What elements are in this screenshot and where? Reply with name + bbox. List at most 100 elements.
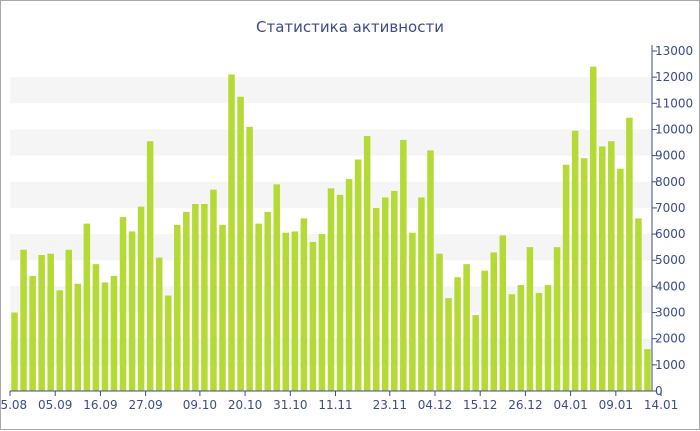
bar (354, 159, 362, 391)
bar (490, 252, 498, 391)
bar (174, 224, 181, 391)
bar (372, 207, 380, 391)
y-tick-label: 2000 (655, 332, 686, 346)
y-tick-label: 13000 (655, 44, 693, 58)
y-tick-label: 3000 (655, 306, 686, 320)
bar (409, 232, 416, 391)
grid-band (10, 129, 652, 156)
bar (228, 74, 235, 391)
bar (201, 204, 208, 391)
x-tick-label: 27.09 (128, 398, 162, 412)
bar (336, 194, 344, 391)
y-tick-label: 10000 (655, 122, 693, 136)
bar (264, 211, 271, 391)
x-tick-label: 14.01 (644, 398, 678, 412)
bar (345, 179, 353, 391)
bar (562, 164, 570, 391)
bar (454, 277, 461, 391)
axes (9, 45, 662, 396)
bar (146, 141, 154, 391)
bar (418, 197, 425, 391)
bar (617, 168, 624, 391)
bar (571, 130, 579, 391)
bar (526, 247, 534, 391)
bar (210, 189, 217, 391)
bar (219, 224, 226, 391)
bar (155, 257, 163, 391)
x-tick-label: 20.10 (228, 398, 262, 412)
y-tick-label: 12000 (655, 70, 693, 84)
bar (282, 232, 290, 391)
x-tick-label: 26.12 (508, 398, 542, 412)
bar (535, 292, 543, 391)
x-tick-label: 09.01 (599, 398, 633, 412)
bar (101, 282, 109, 391)
y-tick-labels: 0 1000 2000 3000 4000 5000 6000 7000 8000 9000 100… (655, 44, 693, 398)
bar (327, 188, 335, 391)
y-tick-label: 4000 (655, 279, 686, 293)
bar (517, 285, 525, 391)
chart-title: Статистика активности (256, 18, 444, 36)
bar (635, 218, 642, 391)
bar (255, 223, 262, 391)
bar (56, 290, 63, 391)
x-tick-label: 05.09 (38, 398, 72, 412)
grid-band (10, 77, 652, 104)
bar (183, 211, 190, 391)
bar (363, 136, 371, 391)
bar (400, 139, 407, 391)
y-tick-label: 8000 (655, 175, 686, 189)
bar (164, 295, 172, 391)
bar (391, 190, 398, 391)
bar (544, 285, 552, 391)
x-tick-label: 25.08 (1, 398, 27, 412)
bar (83, 223, 91, 391)
bar (472, 315, 479, 391)
bar (553, 247, 561, 391)
bar (508, 294, 516, 391)
bar (237, 96, 244, 392)
bar (481, 270, 488, 391)
bar (599, 146, 606, 391)
x-tick-label: 31.10 (273, 398, 307, 412)
x-tick-label: 16.09 (83, 398, 117, 412)
y-tick-label: 9000 (655, 149, 686, 163)
y-tick-label: 11000 (655, 96, 693, 110)
bar (445, 298, 452, 391)
bar (11, 312, 18, 391)
bar (47, 253, 54, 391)
bar (65, 249, 73, 391)
x-tick-label: 04.12 (418, 398, 452, 412)
bar (110, 275, 118, 391)
bar (436, 253, 443, 391)
bar (644, 349, 651, 391)
bar (427, 150, 434, 391)
x-tick-label: 15.12 (463, 398, 497, 412)
x-tick-label: 11.11 (318, 398, 352, 412)
bar (74, 283, 82, 391)
x-tick-label: 04.01 (553, 398, 587, 412)
bar (92, 264, 100, 391)
bar (38, 255, 45, 391)
bar (291, 231, 299, 391)
bar (29, 275, 36, 391)
x-tick-label: 09.10 (183, 398, 217, 412)
y-tick-label: 0 (655, 384, 663, 398)
bars (11, 66, 651, 392)
bar (499, 235, 507, 391)
bar (608, 141, 615, 391)
y-tick-label: 1000 (655, 358, 686, 372)
bar (580, 158, 588, 391)
bar (318, 234, 326, 391)
x-tick-labels: 25.08 05.09 16.09 27.09 09.10 20.10 31.10 11.11… (1, 398, 678, 412)
y-tick-label: 6000 (655, 227, 686, 241)
x-tick-label: 23.11 (373, 398, 407, 412)
bar (626, 117, 633, 391)
bar (119, 217, 127, 391)
bar (137, 206, 145, 391)
y-tick-label: 5000 (655, 253, 686, 267)
bar (300, 218, 308, 391)
bar (273, 184, 280, 391)
